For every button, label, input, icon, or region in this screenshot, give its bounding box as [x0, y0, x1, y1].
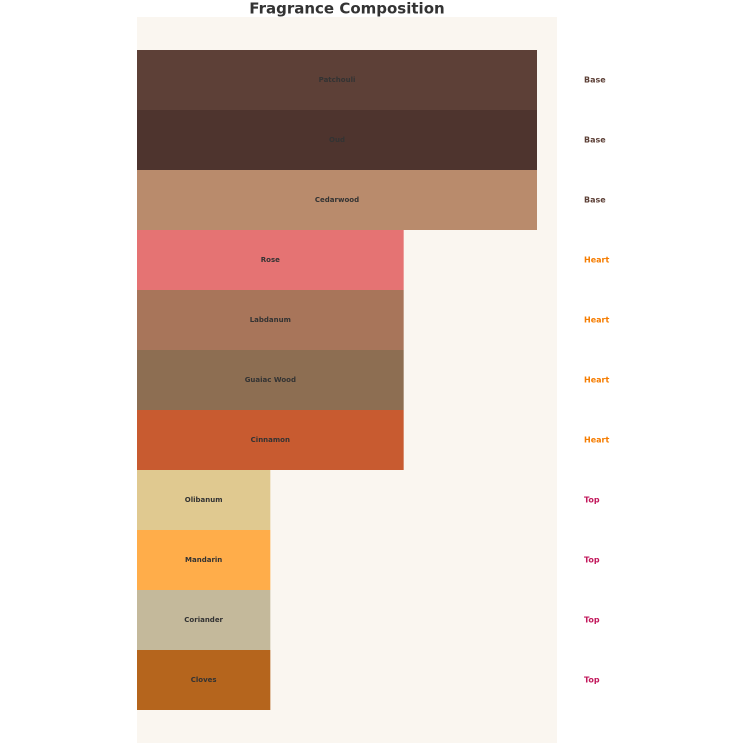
bar-label: Cinnamon	[251, 436, 290, 444]
note-label: Top	[584, 556, 600, 565]
bar	[137, 650, 271, 710]
bar-label: Labdanum	[250, 316, 291, 324]
note-label: Top	[584, 496, 600, 505]
note-label: Heart	[584, 436, 609, 445]
bar-label: Oud	[329, 136, 345, 144]
note-label: Heart	[584, 316, 609, 325]
bar-label: Rose	[261, 256, 280, 264]
bar	[137, 170, 537, 230]
bar-label: Coriander	[184, 616, 223, 624]
note-label: Base	[584, 76, 606, 85]
bar	[137, 590, 271, 650]
bar	[137, 290, 404, 350]
note-label: Base	[584, 136, 606, 145]
bar-label: Cloves	[191, 676, 217, 684]
bar	[137, 410, 404, 470]
note-label: Top	[584, 616, 600, 625]
note-label: Top	[584, 676, 600, 685]
bar	[137, 350, 404, 410]
bar	[137, 110, 537, 170]
bar-label: Guaiac Wood	[245, 376, 296, 384]
note-label: Heart	[584, 256, 609, 265]
bar	[137, 470, 271, 530]
bar	[137, 230, 404, 290]
note-label: Base	[584, 196, 606, 205]
bar-label: Patchouli	[319, 76, 356, 84]
chart-title: Fragrance Composition	[249, 0, 444, 18]
note-label: Heart	[584, 376, 609, 385]
bar	[137, 530, 271, 590]
bar-label: Mandarin	[185, 556, 222, 564]
bar-label: Cedarwood	[315, 196, 359, 204]
bar-label: Olibanum	[185, 496, 223, 504]
bar	[137, 50, 537, 110]
